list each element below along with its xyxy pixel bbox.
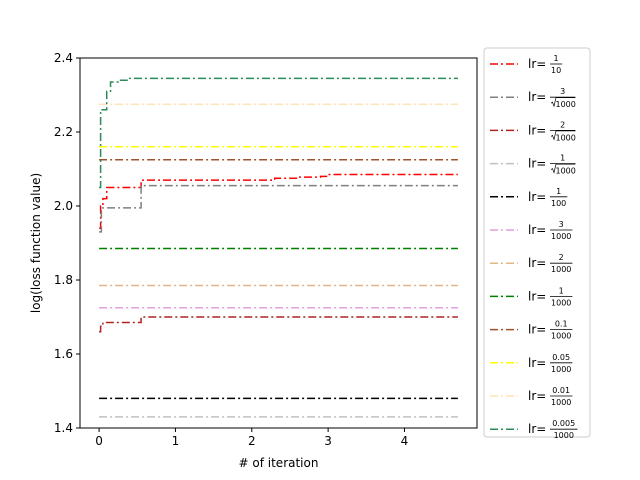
legend-entry: lr= 1 1000 xyxy=(490,154,576,176)
legend-frac-denominator: 1000 xyxy=(551,398,571,407)
legend-entry: lr= 0.01 1000 xyxy=(490,386,573,407)
series-line-2 xyxy=(99,184,458,233)
legend-prefix: lr= xyxy=(528,256,546,270)
x-tick-label: 2 xyxy=(248,434,256,448)
y-axis-label: log(loss function value) xyxy=(29,173,43,313)
legend-frac-numerator: 0.1 xyxy=(555,320,568,329)
series-layer xyxy=(99,77,458,418)
legend-frac-numerator: 0.005 xyxy=(552,419,575,428)
legend-frac-denominator: 1000 xyxy=(556,167,576,176)
y-tick-label: 1.4 xyxy=(54,421,73,435)
x-tick-label: 0 xyxy=(95,434,103,448)
x-tick-label: 3 xyxy=(324,434,332,448)
legend-frac-numerator: 1 xyxy=(559,286,564,295)
legend-frac-denominator: 1000 xyxy=(556,133,576,142)
legend-frac-denominator: 1000 xyxy=(551,332,571,341)
legend-frac-denominator: 100 xyxy=(551,199,566,208)
legend-frac-numerator: 2 xyxy=(560,120,565,129)
legend-prefix: lr= xyxy=(528,289,546,303)
legend-prefix: lr= xyxy=(528,123,546,137)
x-ticks: 0 1 2 3 4 xyxy=(95,428,408,448)
legend-prefix: lr= xyxy=(528,223,546,237)
series-line-1 xyxy=(99,173,458,229)
legend-prefix: lr= xyxy=(528,190,546,204)
legend-frac-numerator: 1 xyxy=(556,187,561,196)
legend-prefix: lr= xyxy=(528,323,546,337)
y-tick-label: 2.0 xyxy=(54,199,73,213)
plot-frame xyxy=(79,57,478,429)
legend-frac-denominator: 1000 xyxy=(551,232,571,241)
legend-frac-numerator: 2 xyxy=(559,253,564,262)
sqrt-icon xyxy=(550,130,576,141)
y-ticks: 1.4 1.6 1.8 2.0 2.2 2.4 xyxy=(54,51,80,435)
legend-entry: lr= 1 100 xyxy=(490,187,568,208)
legend-entry: lr= 0.05 1000 xyxy=(490,353,573,374)
legend-frame xyxy=(483,47,591,438)
y-tick-label: 1.8 xyxy=(54,273,73,287)
legend-frac-numerator: 0.01 xyxy=(552,386,570,395)
legend-entry: lr= 0.1 1000 xyxy=(490,320,573,341)
legend-frac-numerator: 1 xyxy=(560,154,565,163)
series-line-12 xyxy=(99,77,458,189)
legend-entry: lr= 0.005 1000 xyxy=(490,419,578,440)
legend-prefix: lr= xyxy=(528,389,546,403)
legend-prefix: lr= xyxy=(528,356,546,370)
y-tick-label: 2.4 xyxy=(54,51,73,65)
legend-frac-denominator: 1000 xyxy=(551,265,571,274)
legend-entry: lr= 1 10 xyxy=(490,54,563,75)
sqrt-icon xyxy=(550,97,576,108)
legend-prefix: lr= xyxy=(528,57,546,71)
legend-frac-denominator: 1000 xyxy=(551,298,571,307)
x-axis-label: # of iteration xyxy=(239,456,319,470)
series-line-3 xyxy=(99,316,458,333)
legend-entry: lr= 2 1000 xyxy=(490,120,576,142)
legend-entry: lr= 1 1000 xyxy=(490,286,573,307)
y-tick-label: 1.6 xyxy=(54,347,73,361)
legend-frac-numerator: 3 xyxy=(560,87,565,96)
x-tick-label: 1 xyxy=(172,434,180,448)
legend-frac-denominator: 10 xyxy=(551,66,561,75)
legend-frac-numerator: 0.05 xyxy=(552,353,570,362)
sqrt-icon xyxy=(550,163,576,174)
legend-entry: lr= 3 1000 xyxy=(490,220,573,241)
legend-prefix: lr= xyxy=(528,422,546,436)
legend-prefix: lr= xyxy=(528,157,546,171)
legend-entry: lr= 2 1000 xyxy=(490,253,573,274)
legend-frac-denominator: 1000 xyxy=(551,365,571,374)
x-tick-label: 4 xyxy=(401,434,409,448)
legend-frac-denominator: 1000 xyxy=(554,431,574,440)
legend-prefix: lr= xyxy=(528,90,546,104)
legend-entry: lr= 3 1000 xyxy=(490,87,576,109)
legend-frac-numerator: 3 xyxy=(559,220,564,229)
legend-frac-denominator: 1000 xyxy=(556,100,576,109)
y-tick-label: 2.2 xyxy=(54,125,73,139)
legend-frac-numerator: 1 xyxy=(554,54,559,63)
